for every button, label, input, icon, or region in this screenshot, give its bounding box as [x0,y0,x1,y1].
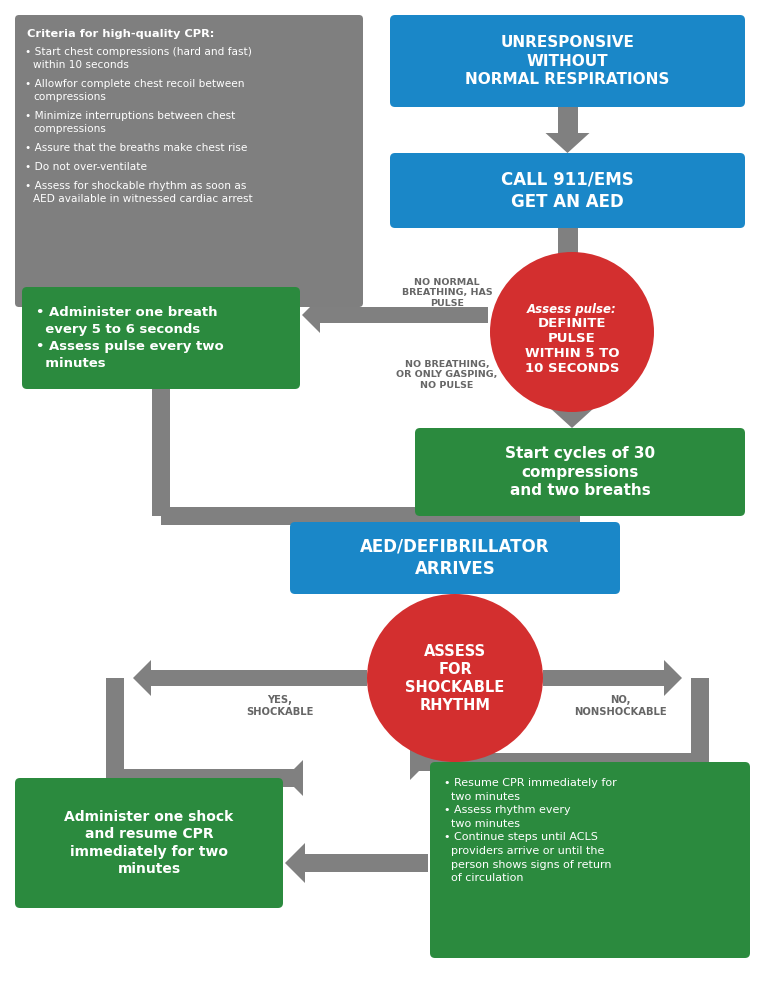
FancyBboxPatch shape [390,15,745,107]
Polygon shape [106,678,124,778]
Polygon shape [412,753,700,771]
Text: YES,
SHOCKABLE: YES, SHOCKABLE [247,695,313,717]
Ellipse shape [490,252,654,412]
Polygon shape [558,228,578,256]
Text: Assess pulse:: Assess pulse: [527,303,617,316]
FancyBboxPatch shape [390,153,745,228]
Text: Criteria for high-quality CPR:: Criteria for high-quality CPR: [27,29,214,39]
Polygon shape [285,843,305,883]
FancyBboxPatch shape [15,15,363,307]
Text: AED available in witnessed cardiac arrest: AED available in witnessed cardiac arres… [33,194,253,204]
Polygon shape [133,660,151,696]
Polygon shape [151,670,367,686]
FancyBboxPatch shape [430,762,750,958]
Polygon shape [543,670,664,686]
Text: CALL 911/EMS
GET AN AED: CALL 911/EMS GET AN AED [502,170,634,211]
Text: • Resume CPR immediately for
  two minutes
• Assess rhythm every
  two minutes
•: • Resume CPR immediately for two minutes… [444,778,617,884]
Text: Start cycles of 30
compressions
and two breaths: Start cycles of 30 compressions and two … [505,446,655,498]
Text: Administer one shock
and resume CPR
immediately for two
minutes: Administer one shock and resume CPR imme… [65,810,233,876]
Polygon shape [445,502,465,516]
Text: • Assess for shockable rhythm as soon as: • Assess for shockable rhythm as soon as [25,181,247,191]
Polygon shape [433,502,477,522]
FancyBboxPatch shape [290,522,620,594]
Polygon shape [410,744,428,780]
Text: within 10 seconds: within 10 seconds [33,60,129,70]
Text: • Minimize interruptions between chest: • Minimize interruptions between chest [25,111,235,121]
Polygon shape [320,307,488,323]
Text: DEFINITE
PULSE
WITHIN 5 TO
10 SECONDS: DEFINITE PULSE WITHIN 5 TO 10 SECONDS [525,317,619,375]
Polygon shape [285,760,303,796]
Text: • Allowfor complete chest recoil between: • Allowfor complete chest recoil between [25,79,244,89]
Polygon shape [433,574,477,594]
Polygon shape [445,574,465,594]
Text: • Administer one breath
  every 5 to 6 seconds
• Assess pulse every two
  minute: • Administer one breath every 5 to 6 sec… [36,306,223,370]
Text: UNRESPONSIVE
WITHOUT
NORMAL RESPIRATIONS: UNRESPONSIVE WITHOUT NORMAL RESPIRATIONS [465,35,670,87]
Polygon shape [691,678,709,762]
Polygon shape [115,769,301,787]
Polygon shape [550,408,594,428]
Text: compressions: compressions [33,92,106,102]
FancyBboxPatch shape [15,778,283,908]
FancyBboxPatch shape [22,287,300,389]
FancyBboxPatch shape [415,428,745,516]
Text: ASSESS
FOR
SHOCKABLE
RHYTHM: ASSESS FOR SHOCKABLE RHYTHM [406,643,505,713]
Polygon shape [545,256,590,276]
Text: • Assure that the breaths make chest rise: • Assure that the breaths make chest ris… [25,143,247,153]
Ellipse shape [367,594,543,762]
Polygon shape [305,854,428,872]
Text: NO,
NONSHOCKABLE: NO, NONSHOCKABLE [574,695,667,717]
Text: NO NORMAL
BREATHING, HAS
PULSE: NO NORMAL BREATHING, HAS PULSE [402,278,492,308]
Polygon shape [152,389,170,516]
Polygon shape [545,133,590,153]
Text: • Start chest compressions (hard and fast): • Start chest compressions (hard and fas… [25,47,252,57]
Polygon shape [302,297,320,333]
Polygon shape [664,660,682,696]
Text: • Do not over-ventilate: • Do not over-ventilate [25,162,147,172]
Text: NO BREATHING,
OR ONLY GASPING,
NO PULSE: NO BREATHING, OR ONLY GASPING, NO PULSE [396,360,498,390]
Polygon shape [558,107,578,133]
Polygon shape [562,408,582,412]
Polygon shape [161,507,580,525]
Text: AED/DEFIBRILLATOR
ARRIVES: AED/DEFIBRILLATOR ARRIVES [360,538,550,579]
Text: compressions: compressions [33,124,106,134]
